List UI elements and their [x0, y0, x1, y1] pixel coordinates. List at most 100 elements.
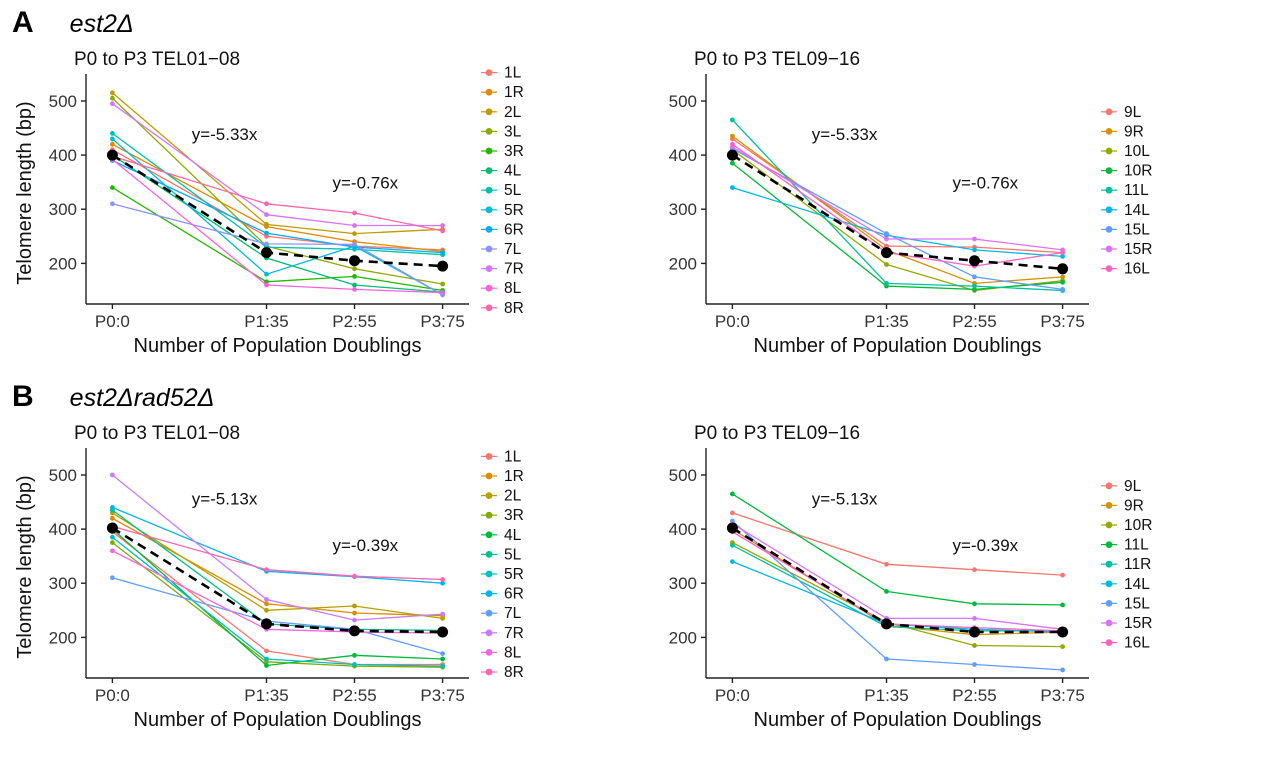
series-point — [110, 90, 115, 96]
legend-label: 11R — [1124, 556, 1151, 573]
legend-item-3L: 3L — [481, 123, 522, 140]
chart-title: P0 to P3 TEL09−16 — [694, 49, 860, 70]
legend-key-dot — [485, 69, 493, 76]
legend-key-dot — [485, 147, 493, 155]
legend-item-1L: 1L — [481, 65, 522, 82]
legend-label: 16L — [1124, 261, 1150, 278]
series-point — [264, 241, 269, 247]
chart-title: P0 to P3 TEL09−16 — [694, 423, 860, 444]
legend-label: 15L — [1124, 221, 1150, 238]
x-tick-label: P0:0 — [715, 686, 750, 705]
chart-est2-tel01-08: P0 to P3 TEL01−08 200 300 400 500 P0:0 P1:35 P2… — [14, 44, 634, 374]
series-point — [264, 656, 269, 662]
mean-point — [437, 260, 449, 272]
y-tick-label: 400 — [49, 520, 77, 539]
series-point — [440, 290, 445, 295]
series-point — [730, 510, 735, 516]
legend-key-dot — [485, 128, 493, 135]
series-point — [110, 95, 115, 101]
series-line-14L — [732, 560, 1063, 633]
x-tick-label: P1:35 — [244, 686, 288, 705]
legend-label: 3L — [504, 123, 522, 140]
legend-item-2L: 2L — [481, 488, 522, 505]
series-point — [352, 282, 357, 288]
legend-label: 1L — [504, 448, 522, 465]
mean-point — [437, 626, 449, 638]
legend-item-1R: 1R — [481, 468, 524, 485]
mean-point — [1057, 263, 1069, 275]
legend-key-dot — [485, 511, 493, 519]
legend-item-7L: 7L — [481, 605, 522, 622]
x-tick-label: P3:75 — [420, 686, 464, 705]
mean-point — [261, 618, 272, 630]
x-tick-label: P0:0 — [95, 312, 130, 331]
series-line-5R — [111, 536, 443, 667]
legend-key-dot — [1105, 186, 1113, 194]
series-line-14L — [732, 186, 1063, 258]
series-line-15L — [732, 148, 1063, 291]
legend-item-5L: 5L — [481, 182, 522, 199]
series-point — [110, 101, 115, 107]
y-tick-label: 500 — [49, 466, 77, 485]
legend-key-dot — [485, 609, 493, 617]
series-point — [352, 274, 357, 279]
series-point — [352, 231, 357, 237]
mean-point — [969, 255, 980, 267]
series-point — [972, 567, 977, 573]
legend-item-15L: 15L — [1101, 221, 1150, 238]
series-line-8R — [112, 525, 443, 581]
series-point — [730, 542, 735, 548]
y-tick-label: 200 — [669, 628, 697, 647]
legend-label: 1R — [504, 84, 524, 101]
legend-label: 15L — [1124, 595, 1150, 612]
series-point — [352, 610, 357, 616]
series-point — [972, 601, 977, 607]
series-point — [440, 651, 445, 656]
x-tick-label: P0:0 — [715, 312, 750, 331]
legend-key-dot — [1105, 167, 1113, 174]
legend-item-5L: 5L — [481, 546, 522, 563]
mean-point — [726, 522, 738, 534]
mean-point — [349, 625, 360, 637]
legend-key-dot — [485, 629, 493, 637]
legend-key-dot — [1105, 245, 1113, 253]
legend-label: 10L — [1124, 143, 1150, 160]
legend-key-dot — [1105, 128, 1113, 135]
legend-key-dot — [485, 265, 493, 272]
legend-key-dot — [485, 186, 493, 194]
legend-label: 3R — [504, 143, 524, 160]
chart-svg: P0 to P3 TEL09−16 200 300 400 500 P0:0 P1:35 P2… — [669, 423, 1153, 731]
x-axis-label: Number of Population Doublings — [134, 709, 422, 731]
legend-key-dot — [485, 472, 493, 480]
legend-label: 5R — [504, 202, 524, 219]
x-axis-label: Number of Population Doublings — [754, 709, 1042, 731]
series-point — [264, 663, 269, 668]
series-point — [264, 648, 269, 654]
legend-label: 15R — [1124, 241, 1152, 258]
legend-label: 9R — [1124, 497, 1144, 514]
legend-key-dot — [1105, 521, 1113, 529]
regression-annotation: y=-0.39x — [333, 536, 399, 555]
legend-key-dot — [1105, 600, 1113, 607]
legend-item-9L: 9L — [1101, 478, 1142, 495]
legend-item-15R: 15R — [1101, 615, 1152, 632]
mean-point — [969, 626, 980, 638]
panel-A-header: A est2Δ — [0, 0, 1280, 44]
series-point — [440, 663, 445, 669]
panel-B-charts: P0 to P3 TEL01−08 200 300 400 500 P0:0 P1:35 P2… — [14, 418, 1280, 748]
series-point — [1060, 250, 1065, 256]
legend-label: 9L — [1124, 478, 1142, 495]
legend-label: 6R — [504, 586, 524, 603]
series-point — [110, 534, 115, 540]
legend-key-dot — [485, 88, 493, 96]
y-tick-label: 300 — [669, 574, 697, 593]
y-tick-label: 200 — [49, 628, 77, 647]
series-point — [110, 505, 115, 510]
series-point — [110, 548, 115, 554]
legend-key-dot — [1105, 639, 1113, 646]
series-point — [884, 231, 889, 237]
series-line-8L — [112, 550, 443, 634]
legend-key-dot — [1105, 541, 1113, 548]
series-line-11L — [732, 493, 1063, 606]
x-tick-label: P3:75 — [420, 312, 464, 331]
